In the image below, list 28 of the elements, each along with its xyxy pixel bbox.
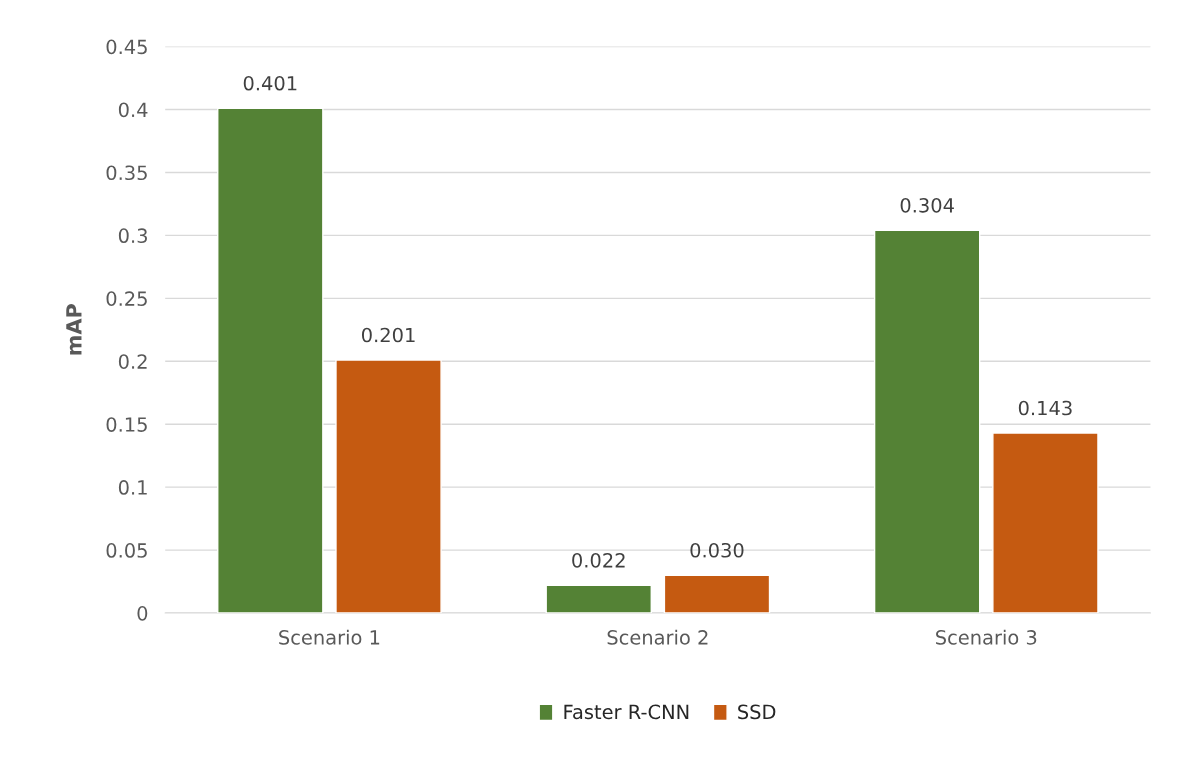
y-tick-label: 0.35 — [106, 165, 147, 181]
bar — [335, 359, 442, 614]
legend-label: Faster R-CNN — [564, 704, 689, 720]
data-label: 0.201 — [361, 327, 415, 343]
data-label: 0.304 — [900, 197, 954, 213]
bar — [992, 432, 1099, 614]
y-tick-label: 0.15 — [106, 417, 147, 432]
y-tick-label: 0.25 — [106, 291, 147, 306]
data-label: 0.022 — [572, 552, 625, 568]
y-tick-label: 0.2 — [118, 354, 147, 369]
bar — [545, 584, 652, 614]
data-label: 0.401 — [243, 75, 297, 91]
x-tick-label: Scenario 3 — [936, 629, 1037, 645]
x-tick-label: Scenario 1 — [279, 629, 380, 645]
legend-label: SSD — [738, 704, 776, 720]
data-label: 0.030 — [690, 542, 744, 558]
y-tick-label: 0.3 — [118, 228, 147, 244]
data-label: 0.143 — [1018, 400, 1072, 416]
y-tick-label: 0.45 — [106, 39, 147, 55]
x-tick-label: Scenario 2 — [607, 629, 708, 645]
y-tick-label: 0.05 — [106, 543, 147, 558]
y-tick-label: 0.1 — [118, 480, 147, 495]
bar — [873, 229, 981, 614]
y-axis-title: mAP — [66, 304, 82, 355]
bar — [217, 107, 324, 614]
bar — [663, 574, 771, 614]
y-tick-label: 0.4 — [118, 102, 148, 118]
y-tick-label: 0 — [137, 606, 148, 621]
